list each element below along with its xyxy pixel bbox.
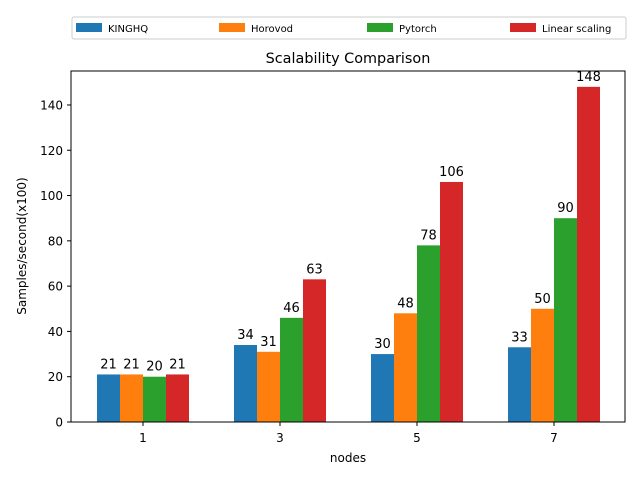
x-tick-label: 5 xyxy=(413,431,421,445)
legend-swatch-horovod xyxy=(219,23,245,32)
bar-horovod-5 xyxy=(394,313,417,422)
data-label: 63 xyxy=(306,262,323,277)
data-label: 33 xyxy=(511,330,528,345)
x-tick-label: 1 xyxy=(139,431,147,445)
bar-linear-scaling-1 xyxy=(166,374,189,422)
data-label: 50 xyxy=(534,292,551,307)
data-label: 21 xyxy=(100,357,117,372)
x-axis-label: nodes xyxy=(330,451,366,465)
data-label: 78 xyxy=(420,228,437,243)
legend-label: Linear scaling xyxy=(542,24,611,35)
bar-linear-scaling-5 xyxy=(440,181,463,422)
bar-pytorch-5 xyxy=(417,245,440,422)
y-axis-label: Samples/second(x100) xyxy=(15,177,29,314)
legend-swatch-pytorch xyxy=(367,23,393,32)
data-label: 46 xyxy=(283,301,300,316)
y-tick-label: 120 xyxy=(40,144,63,158)
chart-title: Scalability Comparison xyxy=(266,51,431,67)
bar-linear-scaling-7 xyxy=(577,86,600,422)
bar-horovod-7 xyxy=(531,308,554,422)
legend-label: KINGHQ xyxy=(108,24,148,35)
data-label: 34 xyxy=(237,328,254,343)
bar-kinghq-1 xyxy=(97,374,120,422)
y-tick-label: 60 xyxy=(48,280,63,294)
y-tick-label: 80 xyxy=(48,234,63,248)
data-label: 21 xyxy=(169,357,186,372)
y-tick-label: 100 xyxy=(40,189,63,203)
x-tick-label: 7 xyxy=(550,431,558,445)
data-label: 106 xyxy=(439,165,464,180)
data-label: 30 xyxy=(374,337,391,352)
legend-frame xyxy=(71,16,627,40)
y-tick-label: 140 xyxy=(40,98,63,112)
y-tick-label: 20 xyxy=(48,370,63,384)
axes-frame xyxy=(70,70,626,423)
data-label: 21 xyxy=(123,357,140,372)
data-label: 48 xyxy=(397,296,414,311)
bar-kinghq-7 xyxy=(508,347,531,422)
bar-kinghq-3 xyxy=(234,345,257,422)
y-tick-label: 40 xyxy=(48,325,63,339)
legend: KINGHQ Horovod Pytorch Linear scaling xyxy=(71,16,627,40)
x-tick-label: 3 xyxy=(276,431,284,445)
data-label: 31 xyxy=(260,335,277,350)
legend-label: Horovod xyxy=(251,24,293,35)
bar-kinghq-5 xyxy=(371,354,394,422)
bar-pytorch-3 xyxy=(280,317,303,422)
bar-pytorch-7 xyxy=(554,218,577,422)
legend-swatch-kinghq xyxy=(76,23,102,32)
legend-swatch-linear-scaling xyxy=(510,23,536,32)
bar-horovod-3 xyxy=(257,351,280,422)
bar-pytorch-1 xyxy=(143,376,166,422)
legend-label: Pytorch xyxy=(399,24,437,35)
bar-horovod-1 xyxy=(120,374,143,422)
data-label: 20 xyxy=(146,360,163,375)
y-tick-label: 0 xyxy=(55,416,63,430)
bar-linear-scaling-3 xyxy=(303,279,326,422)
data-label: 148 xyxy=(576,70,601,85)
data-label: 90 xyxy=(557,201,574,216)
